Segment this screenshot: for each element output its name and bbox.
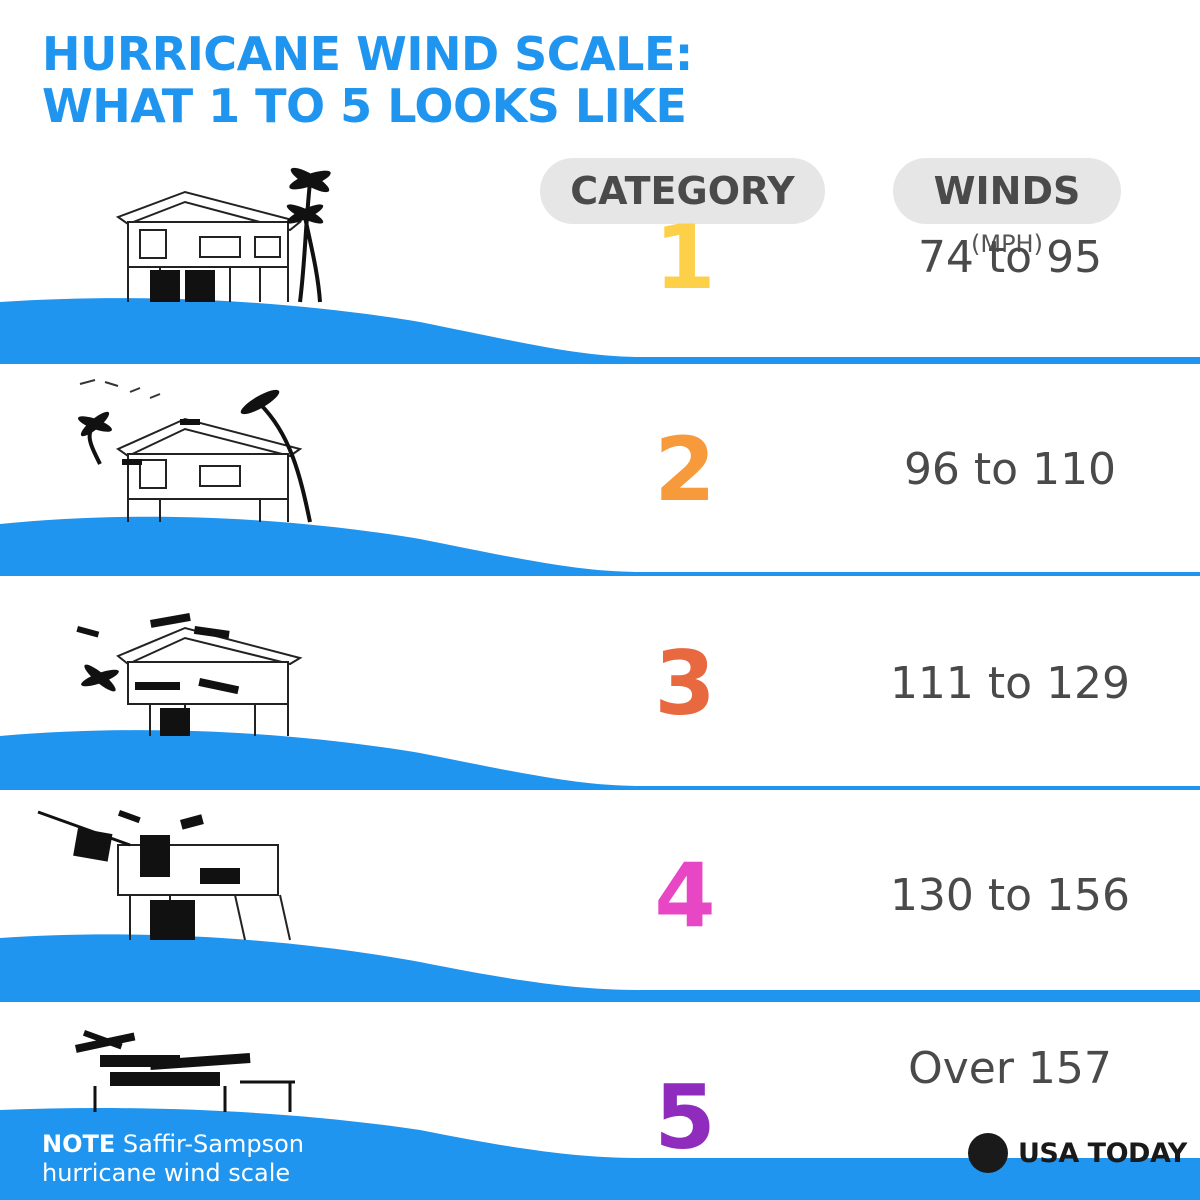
category-row-4: 4 130 to 156 xyxy=(0,790,1200,1002)
winds-value-4: 130 to 156 xyxy=(889,870,1131,921)
winds-value-1: 74 to 95 xyxy=(917,232,1103,283)
winds-value-2: 96 to 110 xyxy=(903,444,1117,495)
note-label: NOTE xyxy=(42,1130,116,1158)
winds-value-5: Over 157 xyxy=(908,1043,1112,1094)
footnote: NOTE Saffir-Sampson hurricane wind scale xyxy=(42,1130,304,1188)
usa-today-logo: USA TODAY xyxy=(968,1133,1187,1173)
title-line-1: HURRICANE WIND SCALE: xyxy=(42,27,693,81)
winds-value-3: 111 to 129 xyxy=(889,658,1131,709)
category-number-2: 2 xyxy=(654,418,716,521)
title-line-2: WHAT 1 TO 5 LOOKS LIKE xyxy=(42,79,687,133)
logo-text: USA TODAY xyxy=(1018,1137,1187,1169)
category-number-5: 5 xyxy=(654,1066,716,1169)
category-row-1: 1 74 to 95 xyxy=(0,152,1200,364)
winds-unit: (MPH) xyxy=(971,230,1043,258)
winds-header: WINDS xyxy=(893,158,1121,224)
note-text-2: hurricane wind scale xyxy=(42,1159,291,1187)
note-text-1: Saffir-Sampson xyxy=(122,1130,304,1158)
category-row-2: 2 96 to 110 xyxy=(0,364,1200,576)
logo-dot-icon xyxy=(968,1133,1008,1173)
category-row-3: 3 111 to 129 xyxy=(0,578,1200,790)
category-row-5: 5 Over 157 xyxy=(0,1000,1200,1200)
house-minor-damage-icon xyxy=(0,379,1200,576)
page-title: HURRICANE WIND SCALE: WHAT 1 TO 5 LOOKS … xyxy=(42,28,693,132)
house-roof-damage-icon xyxy=(0,613,1200,790)
category-number-1: 1 xyxy=(654,206,716,309)
house-intact-icon xyxy=(0,167,1200,364)
category-header: CATEGORY xyxy=(540,158,825,224)
category-number-4: 4 xyxy=(654,844,716,947)
house-destroyed-icon xyxy=(0,1030,1200,1200)
category-number-3: 3 xyxy=(654,632,716,735)
house-severe-damage-icon xyxy=(0,810,1200,1002)
